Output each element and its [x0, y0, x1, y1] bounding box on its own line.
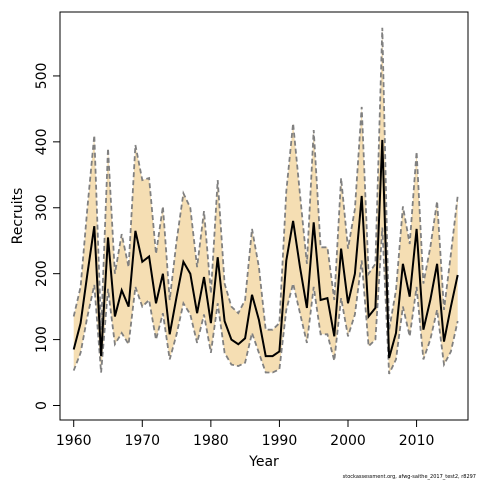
series-lines: [72, 27, 459, 375]
x-tick-label: 1960: [56, 433, 92, 449]
y-tick-label: 0: [34, 401, 50, 410]
plot-frame: [59, 11, 469, 421]
source-footnote: stockassessment.org, afwg-saithe_2017_te…: [343, 474, 476, 480]
y-axis: 0 100 200 300 400 500: [34, 63, 60, 410]
upper-bound-line: [72, 27, 459, 331]
x-tick-label: 2010: [399, 433, 435, 449]
y-tick-label: 100: [34, 326, 50, 353]
x-axis-title: Year: [248, 454, 279, 470]
y-tick-label: 300: [34, 194, 50, 221]
x-tick-label: 1970: [124, 433, 160, 449]
lower-bound-line: [72, 227, 459, 375]
x-axis: 1960 1970 1980 1990 2000 2010: [56, 420, 434, 449]
x-tick-label: 1980: [193, 433, 229, 449]
y-tick-label: 200: [34, 260, 50, 287]
y-axis-title: Recruits: [10, 188, 26, 245]
estimate-line: [72, 139, 459, 359]
x-tick-label: 2000: [330, 433, 366, 449]
y-tick-label: 400: [34, 128, 50, 155]
x-tick-label: 1990: [262, 433, 298, 449]
y-tick-label: 500: [34, 63, 50, 90]
